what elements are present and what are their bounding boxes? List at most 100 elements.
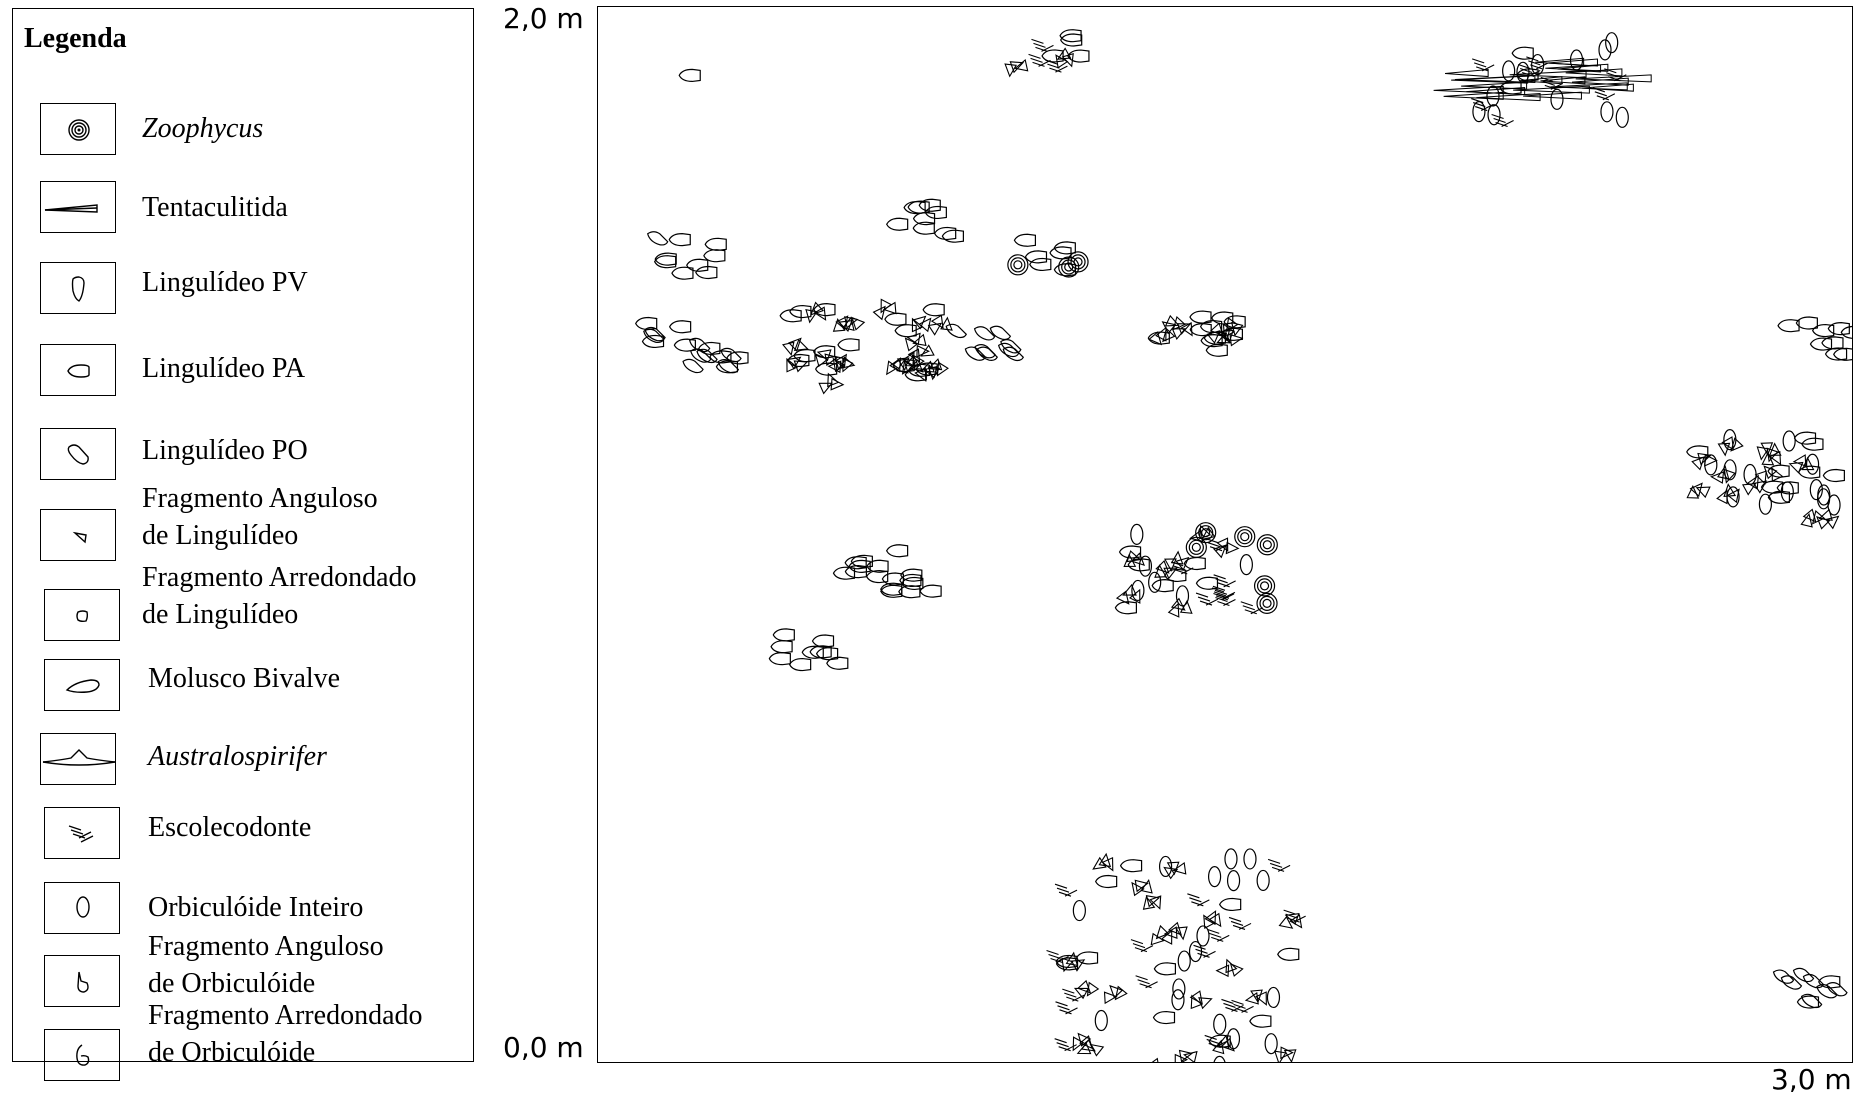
angular-fragment-icon — [927, 322, 943, 336]
shell-pa-icon — [885, 544, 909, 558]
fossil-cluster-right-edge-small — [1777, 316, 1852, 361]
shell-pa-icon — [885, 217, 909, 231]
angular-fragment-icon — [1171, 328, 1187, 340]
shell-pa-icon — [787, 353, 810, 368]
angular-fragment-icon — [1204, 910, 1217, 926]
angular-fragment-icon — [1816, 515, 1831, 530]
cone-icon — [1575, 74, 1652, 83]
spiral-icon — [1262, 540, 1272, 550]
angular-fragment-icon — [1726, 488, 1740, 504]
shell-pa-icon — [866, 569, 889, 584]
shell-pa-icon — [813, 345, 836, 359]
scolecodont-icon — [1211, 587, 1235, 601]
scolecodont-icon — [1471, 58, 1495, 72]
angular-fragment-icon — [1825, 515, 1840, 530]
scolecodont-icon — [1267, 858, 1291, 872]
angular-fragment-icon — [1691, 456, 1705, 471]
angular-fragment-icon — [1149, 895, 1162, 910]
angular-fragment-icon — [1710, 471, 1725, 484]
spiral-icon — [1010, 257, 1026, 273]
shell-pa-icon — [1029, 257, 1052, 272]
angular-fragment-icon — [1004, 63, 1017, 78]
angular-fragment-icon — [1009, 61, 1025, 74]
angular-fragment-icon — [1768, 442, 1782, 456]
rounded-fragment-icon — [44, 589, 120, 641]
fossil-cluster-center-right-fragments — [1147, 310, 1246, 357]
orbiculoid-icon — [1131, 579, 1145, 602]
shell-pa-icon — [788, 657, 812, 672]
scolecodont-icon — [44, 807, 120, 859]
scolecodont-icon — [1193, 944, 1216, 958]
orbiculoid-icon — [1224, 848, 1238, 870]
shell-pa-icon — [1767, 464, 1790, 478]
scolecodont-icon — [1054, 1038, 1077, 1052]
orbiculoid-icon — [1758, 493, 1773, 515]
legend-item-lingulideo-pa: Lingulídeo PA — [13, 320, 473, 396]
scolecodont-icon — [1592, 87, 1616, 101]
angular-fragment-icon — [1180, 321, 1193, 337]
angular-fragment-icon — [1167, 921, 1183, 936]
angular-fragment-icon — [904, 337, 919, 352]
scolecodont-icon — [1604, 68, 1627, 82]
angular-fragment-icon — [818, 382, 834, 395]
legend-item-zoophycus: Zoophycus — [13, 76, 473, 155]
angular-fragment-icon — [1289, 914, 1303, 929]
scolecodont-icon — [1471, 98, 1494, 112]
cone-icon — [40, 181, 116, 233]
angular-fragment-icon — [827, 360, 842, 374]
shell-pa-icon — [1249, 1014, 1272, 1028]
scolecodont-icon — [1130, 939, 1154, 953]
legend-label-zoophycus: Zoophycus — [142, 113, 264, 144]
angular-fragment-icon — [1079, 1035, 1093, 1050]
spiral-icon — [1188, 539, 1204, 555]
angular-fragment-icon — [1215, 964, 1230, 978]
angular-fragment-icon — [1686, 484, 1700, 499]
shell-pa-icon — [907, 363, 931, 377]
scolecodont-icon — [1187, 893, 1210, 907]
orbiculoid-icon — [1207, 866, 1222, 888]
spiral-icon — [1198, 525, 1214, 541]
spiral-icon — [1253, 575, 1276, 597]
spiral-icon — [1185, 536, 1207, 558]
angular-fragment-icon — [1229, 962, 1244, 977]
shell-pa-icon — [915, 362, 938, 376]
orbiculoid-icon — [1550, 88, 1564, 110]
orbiculoid-icon — [1487, 104, 1501, 126]
legend-label-fragmento-anguloso-lingulideo: Fragmento Anguloso de Lingulídeo — [142, 483, 378, 551]
shell-pa-icon — [726, 351, 749, 365]
angular-fragment-icon — [1278, 915, 1294, 929]
shell-pa-icon — [1041, 49, 1064, 63]
fossil-cluster-top-center-small — [1004, 29, 1090, 78]
shell-pa-icon — [1013, 233, 1037, 247]
cone-icon — [1557, 64, 1602, 73]
fossil-cluster-upper-left-single — [678, 68, 701, 83]
shell-pa-icon — [907, 200, 930, 214]
angular-fragment-icon — [1174, 1053, 1189, 1062]
scolecodont-icon — [1031, 38, 1054, 52]
orbiculoid-icon — [1782, 430, 1796, 452]
shell-pa-icon — [641, 334, 665, 349]
legend-item-lingulideo-po: Lingulídeo PO — [13, 399, 473, 480]
fossil-cluster-center-small — [945, 323, 1025, 362]
shell-pa-icon — [832, 566, 856, 580]
shell-pa-icon — [1812, 323, 1835, 338]
angular-fragment-icon — [1109, 984, 1124, 999]
shell-pa-icon — [837, 338, 860, 352]
angular-fragment-icon — [1695, 486, 1711, 499]
shell-pa-icon — [1822, 468, 1845, 483]
x-axis-right-label: 3,0 m — [1771, 1063, 1852, 1096]
angular-fragment-icon — [1089, 1043, 1105, 1057]
shell-pa-icon — [695, 265, 718, 280]
scolecodont-icon — [1055, 1001, 1078, 1015]
shell-pa-icon — [809, 645, 832, 659]
legend-label-lingulideo-pa: Lingulídeo PA — [142, 353, 306, 384]
shell-pa-icon — [793, 348, 816, 363]
shell-pa-icon — [779, 309, 802, 323]
angular-fragment-icon — [1190, 994, 1203, 1010]
shell-po-icon — [974, 344, 996, 359]
fossil-cluster-center-left-dense — [779, 298, 953, 395]
shell-pa-icon — [866, 559, 889, 573]
shell-pa-icon — [941, 229, 964, 243]
scolecodont-icon — [1204, 1034, 1227, 1048]
angular-orbiculoid-fragment-icon — [44, 955, 120, 1007]
